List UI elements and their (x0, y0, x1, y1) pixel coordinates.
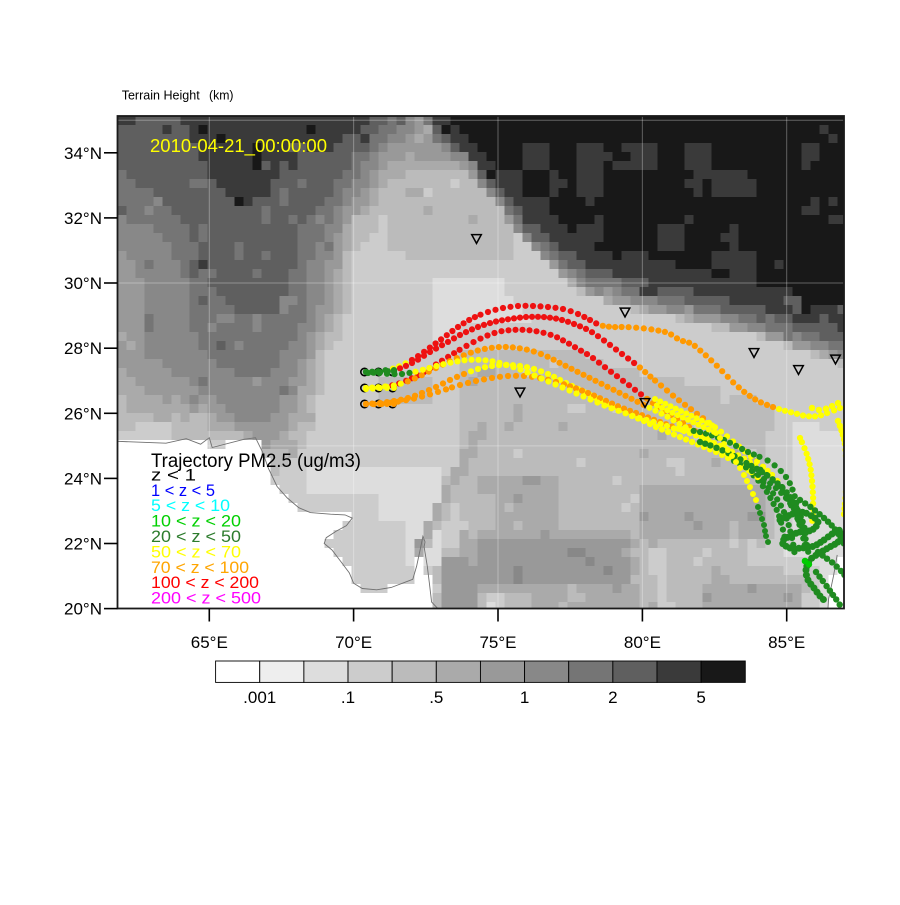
svg-text:26°N: 26°N (64, 404, 102, 423)
svg-text:200 < z < 500: 200 < z < 500 (151, 590, 261, 608)
svg-text:75°E: 75°E (479, 633, 516, 652)
svg-text:70 < z < 100: 70 < z < 100 (151, 559, 249, 577)
svg-text:20°N: 20°N (64, 600, 102, 619)
svg-text:.5: .5 (429, 688, 443, 707)
svg-text:1 < z < 5: 1 < z < 5 (151, 482, 215, 500)
svg-text:2: 2 (608, 688, 617, 707)
svg-text:.1: .1 (341, 688, 355, 707)
svg-text:Terrain Height: Terrain Height (122, 88, 200, 103)
svg-text:34°N: 34°N (64, 144, 102, 163)
svg-text:70°E: 70°E (335, 633, 372, 652)
svg-text:50 < z < 70: 50 < z < 70 (151, 543, 241, 561)
svg-text:1: 1 (520, 688, 529, 707)
svg-text:32°N: 32°N (64, 209, 102, 228)
svg-text:2010-04-21_00:00:00: 2010-04-21_00:00:00 (150, 135, 327, 157)
svg-text:(km): (km) (209, 88, 234, 103)
svg-text:100 < z < 200: 100 < z < 200 (151, 574, 259, 592)
svg-text:30°N: 30°N (64, 274, 102, 293)
svg-text:85°E: 85°E (768, 633, 805, 652)
svg-text:.001: .001 (243, 688, 276, 707)
svg-text:65°E: 65°E (191, 633, 228, 652)
svg-text:5: 5 (696, 688, 705, 707)
svg-text:24°N: 24°N (64, 469, 102, 488)
svg-text:10 < z < 20: 10 < z < 20 (151, 513, 241, 531)
svg-text:28°N: 28°N (64, 339, 102, 358)
svg-text:5 < z < 10: 5 < z < 10 (151, 497, 230, 515)
svg-text:Trajectory PM2.5 (ug/m3): Trajectory PM2.5 (ug/m3) (151, 451, 361, 472)
svg-text:z < 1: z < 1 (151, 466, 196, 484)
svg-text:20 < z < 50: 20 < z < 50 (151, 528, 241, 546)
svg-text:22°N: 22°N (64, 535, 102, 554)
svg-text:80°E: 80°E (624, 633, 661, 652)
